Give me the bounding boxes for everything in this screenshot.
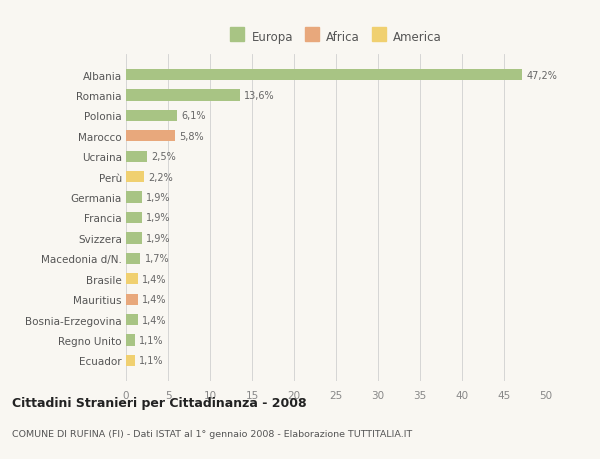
Bar — [126, 253, 140, 264]
Bar — [126, 314, 138, 325]
Bar — [126, 131, 175, 142]
Bar — [126, 335, 135, 346]
Text: 1,1%: 1,1% — [139, 335, 164, 345]
Text: 13,6%: 13,6% — [244, 91, 275, 101]
Bar — [126, 355, 135, 366]
Text: 1,9%: 1,9% — [146, 213, 170, 223]
Bar — [126, 192, 142, 203]
Bar — [126, 294, 138, 305]
Bar — [126, 151, 147, 162]
Bar — [126, 213, 142, 224]
Bar — [126, 90, 240, 101]
Text: 6,1%: 6,1% — [181, 111, 206, 121]
Bar — [126, 111, 177, 122]
Text: Cittadini Stranieri per Cittadinanza - 2008: Cittadini Stranieri per Cittadinanza - 2… — [12, 396, 307, 409]
Text: COMUNE DI RUFINA (FI) - Dati ISTAT al 1° gennaio 2008 - Elaborazione TUTTITALIA.: COMUNE DI RUFINA (FI) - Dati ISTAT al 1°… — [12, 429, 412, 438]
Text: 1,9%: 1,9% — [146, 233, 170, 243]
Text: 47,2%: 47,2% — [527, 71, 557, 80]
Text: 1,4%: 1,4% — [142, 295, 166, 304]
Text: 5,8%: 5,8% — [179, 132, 203, 141]
Text: 2,2%: 2,2% — [149, 172, 173, 182]
Bar — [126, 233, 142, 244]
Text: 2,5%: 2,5% — [151, 152, 176, 162]
Text: 1,4%: 1,4% — [142, 274, 166, 284]
Bar — [126, 172, 145, 183]
Legend: Europa, Africa, America: Europa, Africa, America — [228, 28, 444, 46]
Text: 1,1%: 1,1% — [139, 356, 164, 365]
Text: 1,7%: 1,7% — [145, 254, 169, 264]
Text: 1,4%: 1,4% — [142, 315, 166, 325]
Bar — [126, 70, 523, 81]
Text: 1,9%: 1,9% — [146, 193, 170, 203]
Bar — [126, 274, 138, 285]
